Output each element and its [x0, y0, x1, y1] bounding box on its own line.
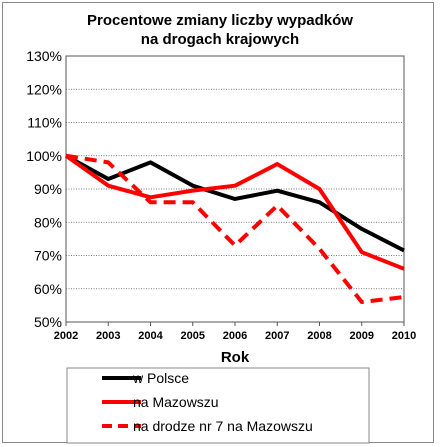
y-tick-label: 80%: [34, 214, 62, 230]
chart-title-line-1: Procentowe zmiany liczby wypadków: [87, 12, 353, 29]
series-lines: [64, 153, 405, 305]
y-tick-label: 110%: [27, 115, 62, 131]
x-tick-label: 2010: [392, 330, 416, 342]
x-tick-label: 2009: [350, 330, 374, 342]
chart-title-line-2: na drogach krajowych: [141, 31, 299, 48]
series-line-2: [64, 154, 405, 271]
y-tick-label: 130%: [26, 48, 62, 64]
y-tick-label: 50%: [34, 314, 62, 330]
y-tick-label: 90%: [34, 181, 62, 197]
legend-label: w Polsce: [132, 370, 189, 386]
x-tick-label: 2006: [223, 330, 247, 342]
y-tick-label: 100%: [26, 148, 62, 164]
series-line-3: [65, 153, 405, 305]
legend-label: na drodze nr 7 na Mazowszu: [133, 418, 313, 434]
x-axis-label: Rok: [221, 349, 250, 366]
x-axis-ticks: 2002 2003 2004 2005 2006 2007 2008 2009 2010: [54, 322, 416, 342]
y-axis-ticks: 50% 60% 70% 80% 90% 100% 110% 120% 130%: [26, 48, 62, 330]
x-tick-label: 2004: [138, 330, 163, 342]
y-tick-label: 70%: [34, 248, 62, 264]
x-tick-label: 2005: [181, 330, 205, 342]
legend: w Polsce na Mazowszu na drodze nr 7 na Maz…: [102, 370, 313, 434]
y-tick-label: 60%: [34, 281, 62, 297]
x-tick-label: 2002: [54, 330, 78, 342]
x-tick-label: 2003: [96, 330, 120, 342]
legend-box: [66, 367, 370, 444]
y-tick-label: 120%: [26, 81, 62, 97]
legend-label: na Mazowszu: [133, 394, 219, 410]
x-tick-label: 2007: [265, 330, 289, 342]
x-tick-label: 2008: [307, 330, 331, 342]
